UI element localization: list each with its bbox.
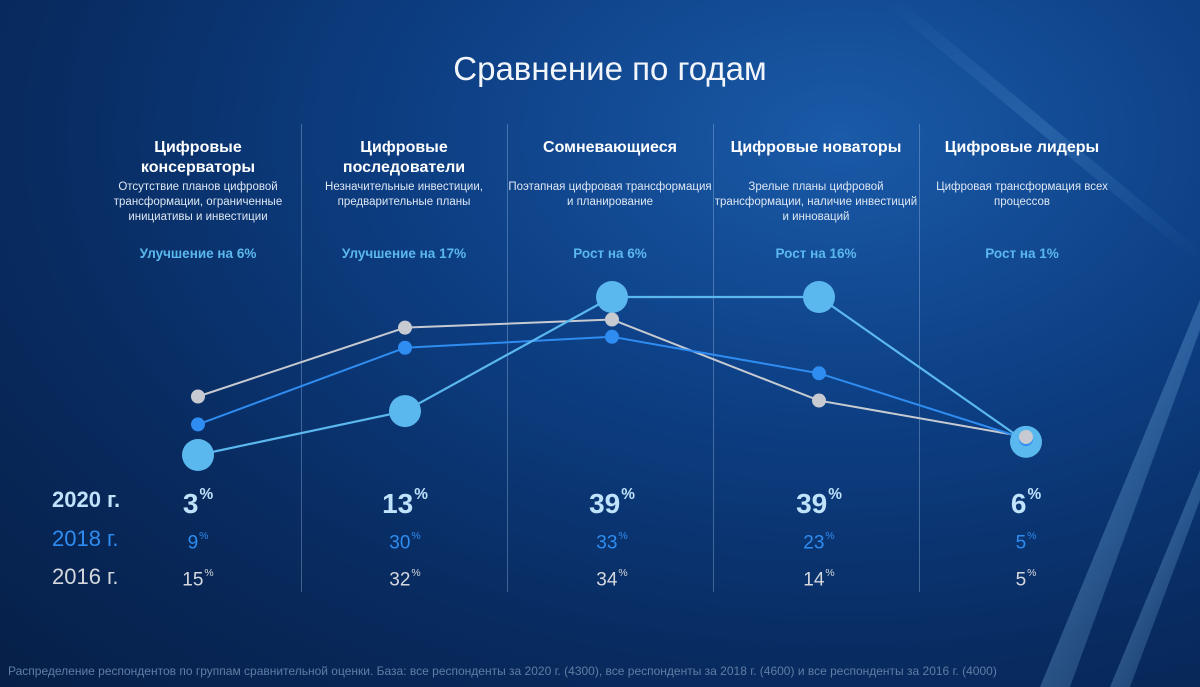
line-2018 bbox=[197, 335, 1027, 440]
category-change: Улучшение на 6% bbox=[139, 246, 257, 261]
category-change: Рост на 6% bbox=[573, 246, 647, 261]
value-2020: 39% bbox=[796, 486, 842, 519]
category-column: Цифровые консерваторы Отсутствие планов … bbox=[95, 138, 301, 261]
value-2018: 23% bbox=[803, 531, 835, 554]
column-divider bbox=[919, 124, 920, 592]
point-2020 bbox=[182, 439, 214, 471]
category-name: Сомневающиеся bbox=[543, 139, 677, 156]
value-2016: 15% bbox=[182, 568, 214, 591]
value-2016: 14% bbox=[803, 568, 835, 591]
value-2020: 3% bbox=[182, 486, 214, 519]
category-change: Улучшение на 17% bbox=[341, 246, 467, 261]
category-name: Цифровые консерваторы bbox=[140, 139, 256, 176]
value-2016: 34% bbox=[596, 568, 628, 591]
category-description: Цифровая трансформация всех процессов bbox=[936, 181, 1108, 208]
category-column: Цифровые последователи Незначительные ин… bbox=[301, 138, 507, 261]
value-2016: 5% bbox=[1015, 568, 1037, 591]
point-2018 bbox=[812, 366, 826, 381]
point-2016 bbox=[1019, 430, 1033, 444]
value-2016: 32% bbox=[389, 568, 421, 591]
value-2020: 39% bbox=[589, 486, 635, 519]
point-2016 bbox=[605, 312, 619, 327]
category-description: Отсутствие планов цифровой трансформации… bbox=[113, 181, 283, 223]
value-2018: 30% bbox=[389, 531, 421, 554]
year-label-2016: 2016 г. bbox=[52, 564, 119, 589]
category-description: Незначительные инвестиции, предварительн… bbox=[325, 181, 483, 208]
category-column: Сомневающиеся Поэтапная цифровая трансфо… bbox=[507, 138, 713, 261]
category-column: Цифровые лидеры Цифровая трансформация в… bbox=[919, 138, 1125, 261]
point-2020 bbox=[803, 281, 835, 313]
category-change: Рост на 16% bbox=[775, 246, 857, 261]
column-divider bbox=[507, 124, 508, 592]
chart-title: Сравнение по годам bbox=[453, 50, 767, 87]
value-2018: 9% bbox=[187, 531, 209, 554]
value-2018: 5% bbox=[1015, 531, 1037, 554]
category-name: Цифровые новаторы bbox=[730, 139, 902, 156]
category-name: Цифровые последователи bbox=[342, 139, 466, 176]
point-2018 bbox=[191, 417, 205, 432]
point-2020 bbox=[596, 281, 628, 313]
category-column: Цифровые новаторы Зрелые планы цифровой … bbox=[713, 138, 919, 261]
value-2020: 6% bbox=[1010, 486, 1042, 519]
category-name: Цифровые лидеры bbox=[944, 139, 1100, 156]
value-2018: 33% bbox=[596, 531, 628, 554]
category-description: Поэтапная цифровая трансформация и плани… bbox=[508, 181, 712, 208]
point-2018 bbox=[605, 329, 619, 344]
category-change: Рост на 1% bbox=[985, 246, 1059, 261]
year-label-2020: 2020 г. bbox=[52, 487, 121, 512]
point-2016 bbox=[812, 393, 826, 408]
year-label-2018: 2018 г. bbox=[52, 526, 119, 551]
point-2016 bbox=[398, 320, 412, 335]
category-description: Зрелые планы цифровой трансформации, нал… bbox=[714, 181, 918, 223]
point-2018 bbox=[398, 340, 412, 355]
value-2020: 13% bbox=[382, 486, 428, 519]
column-divider bbox=[301, 124, 302, 592]
point-2020 bbox=[389, 395, 421, 428]
footnote: Распределение респондентов по группам ср… bbox=[8, 664, 997, 678]
point-2016 bbox=[191, 389, 205, 404]
column-divider bbox=[713, 124, 714, 592]
